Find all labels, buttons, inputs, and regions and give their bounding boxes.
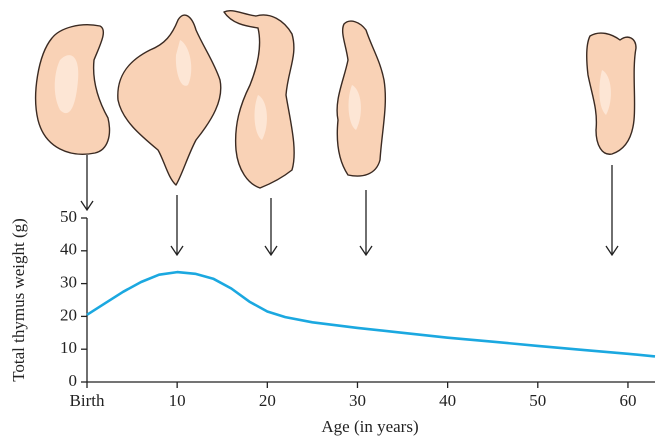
y-tick-label: 0 xyxy=(69,371,78,390)
x-tick-label: 50 xyxy=(529,391,546,410)
y-tick-label: 30 xyxy=(60,273,77,292)
y-tick-label: 50 xyxy=(60,207,77,226)
x-axis-label: Age (in years) xyxy=(321,417,418,436)
y-tick-label: 20 xyxy=(60,305,77,324)
x-tick-label: 60 xyxy=(619,391,636,410)
y-tick-label: 10 xyxy=(60,338,77,357)
x-tick-label: 10 xyxy=(169,391,186,410)
x-tick-label: 40 xyxy=(439,391,456,410)
x-tick-label: 20 xyxy=(259,391,276,410)
y-tick-label: 40 xyxy=(60,240,77,259)
x-tick-label: Birth xyxy=(70,391,105,410)
arrows xyxy=(80,155,619,257)
x-tick-label: 30 xyxy=(349,391,366,410)
y-axis-label: Total thymus weight (g) xyxy=(9,218,28,382)
thymus-illustrations xyxy=(35,9,637,189)
line-series xyxy=(86,270,656,358)
axes xyxy=(86,218,655,383)
